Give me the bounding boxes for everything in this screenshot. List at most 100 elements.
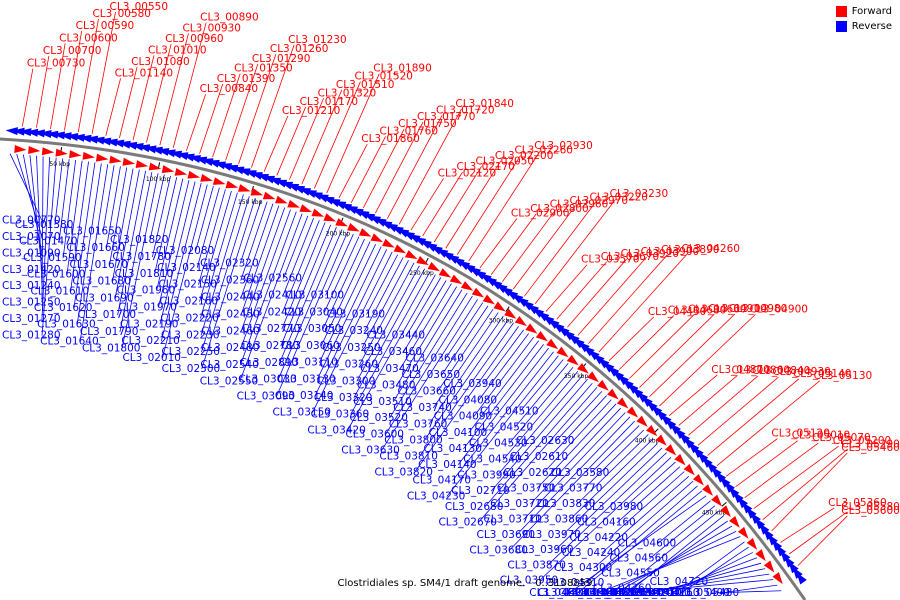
forward-gene-arrow-40 bbox=[504, 308, 517, 319]
reverse-gene-arrow-64 bbox=[402, 231, 416, 241]
reverse-gene-label-143: CL3_05260 bbox=[586, 587, 645, 599]
forward-gene-label-62: CL3_05070 bbox=[812, 432, 871, 444]
reverse-gene-label-95: CL3_04230 bbox=[407, 490, 466, 502]
reverse-gene-label-72: CL3_03440 bbox=[367, 330, 426, 342]
reverse-gene-label-53: CL3_02890 bbox=[240, 357, 299, 369]
forward-gene-arrow-43 bbox=[535, 330, 548, 342]
reverse-leader-24 bbox=[149, 174, 165, 241]
forward-gene-arrow-28 bbox=[370, 233, 384, 243]
reverse-gene-label-43: CL3_02450 bbox=[201, 308, 260, 320]
forward-leader-2 bbox=[50, 43, 66, 129]
reverse-gene-label-112: CL3_03580 bbox=[551, 467, 610, 479]
reverse-leader-57 bbox=[323, 236, 360, 313]
forward-gene-arrow-0 bbox=[14, 144, 27, 153]
forward-leader-lines bbox=[21, 11, 848, 567]
reverse-leader-69 bbox=[353, 268, 426, 399]
forward-gene-arrow-63 bbox=[729, 515, 740, 528]
reverse-leader-87 bbox=[414, 326, 519, 473]
reverse-gene-label-134: CL3_04670 bbox=[567, 587, 626, 599]
reverse-leader-109 bbox=[523, 412, 626, 520]
reverse-gene-label-127: CL3_04690 bbox=[529, 587, 588, 599]
reverse-leader-36 bbox=[200, 192, 238, 319]
reverse-gene-arrow-35 bbox=[231, 166, 245, 175]
reverse-gene-label-145: CL3_05490 bbox=[671, 587, 730, 599]
forward-gene-arrow-39 bbox=[493, 301, 506, 312]
reverse-leader-144 bbox=[720, 584, 778, 594]
reverse-gene-arrow-39 bbox=[256, 173, 269, 182]
forward-gene-label-42: CL3_03570 bbox=[581, 254, 640, 266]
forward-gene-label-17: CL3_01230 bbox=[288, 34, 347, 46]
forward-gene-label-24: CL3_01860 bbox=[361, 133, 420, 145]
reverse-gene-label-119: CL3_03950 bbox=[500, 574, 559, 586]
reverse-leader-30 bbox=[160, 182, 202, 342]
forward-gene-arrow-16 bbox=[225, 180, 239, 189]
reverse-gene-label-125: CL3_04310 bbox=[546, 577, 605, 589]
reverse-gene-label-140: CL3_05020 bbox=[614, 587, 673, 599]
forward-leader-64 bbox=[762, 449, 848, 521]
forward-gene-arrow-24 bbox=[323, 213, 337, 222]
reverse-leader-7 bbox=[41, 157, 57, 336]
reverse-gene-arrow-6 bbox=[45, 130, 59, 139]
reverse-gene-label-75: CL3_03480 bbox=[357, 379, 416, 391]
forward-gene-label-18: CL3_01210 bbox=[282, 105, 341, 117]
reverse-gene-label-83: CL3_03740 bbox=[393, 402, 452, 414]
reverse-gene-label-2: CL3_01090 bbox=[2, 247, 61, 259]
forward-gene-label-26: CL3_01750 bbox=[398, 118, 457, 130]
reverse-leader-111 bbox=[509, 420, 635, 551]
forward-leader-5 bbox=[91, 11, 116, 134]
reverse-gene-arrow-27 bbox=[182, 153, 195, 162]
reverse-gene-label-102: CL3_02680 bbox=[445, 501, 504, 513]
forward-gene-label-52: CL3_04980 bbox=[729, 303, 788, 315]
reverse-gene-arrow-54 bbox=[345, 205, 359, 215]
reverse-gene-label-67: CL3_03260 bbox=[320, 359, 379, 371]
reverse-gene-label-90: CL3_04090 bbox=[434, 411, 493, 423]
forward-gene-label-31: CL3_02170 bbox=[456, 161, 515, 173]
reverse-gene-label-85: CL3_03800 bbox=[384, 434, 443, 446]
reverse-gene-label-94: CL3_04170 bbox=[413, 475, 472, 487]
reverse-leader-76 bbox=[392, 289, 463, 403]
forward-leader-57 bbox=[697, 376, 779, 446]
forward-leader-36 bbox=[479, 218, 518, 269]
reverse-gene-arrow-12 bbox=[85, 135, 99, 144]
reverse-leader-32 bbox=[195, 185, 214, 251]
forward-gene-arrow-42 bbox=[525, 323, 538, 334]
forward-gene-label-13: CL3_01390 bbox=[217, 73, 276, 85]
reverse-gene-label-56: CL3_03100 bbox=[286, 289, 345, 301]
forward-gene-label-2: CL3_00600 bbox=[59, 32, 118, 44]
reverse-leader-40 bbox=[239, 199, 262, 264]
forward-leader-55 bbox=[678, 374, 738, 426]
forward-gene-arrow-1 bbox=[28, 146, 41, 154]
forward-leader-65 bbox=[771, 452, 848, 532]
reverse-gene-label-59: CL3_03060 bbox=[281, 340, 340, 352]
scale-tick-label-1: 100 kbp bbox=[146, 176, 171, 183]
forward-leader-35 bbox=[468, 150, 541, 262]
reverse-gene-label-33: CL3_02140 bbox=[157, 262, 216, 274]
forward-swatch bbox=[835, 6, 847, 17]
reverse-gene-arrow-33 bbox=[219, 163, 233, 171]
reverse-gene-arrow-49 bbox=[316, 194, 329, 203]
reverse-leader-112 bbox=[590, 425, 640, 474]
forward-leader-48 bbox=[608, 316, 655, 362]
forward-gene-arrow-36 bbox=[460, 281, 474, 291]
forward-gene-arrow-48 bbox=[587, 371, 599, 383]
reverse-leader-113 bbox=[583, 429, 645, 489]
forward-leader-54 bbox=[668, 374, 718, 416]
reverse-gene-arrow-2 bbox=[19, 128, 32, 137]
reverse-gene-label-103: CL3_02670 bbox=[438, 516, 497, 528]
reverse-leader-125 bbox=[585, 485, 698, 584]
forward-gene-arrow-54 bbox=[645, 424, 658, 437]
forward-gene-label-6: CL3_01140 bbox=[115, 67, 174, 79]
reverse-gene-arrow-60 bbox=[379, 220, 393, 230]
forward-gene-arrow-38 bbox=[482, 294, 495, 305]
reverse-gene-label-109: CL3_03710 bbox=[483, 514, 542, 526]
reverse-leader-lines bbox=[9, 153, 782, 594]
forward-gene-arrow-27 bbox=[358, 228, 372, 237]
reverse-leader-121 bbox=[616, 466, 681, 523]
forward-leader-29 bbox=[398, 108, 462, 225]
reverse-leader-63 bbox=[312, 251, 393, 413]
reverse-gene-label-32: CL3_02080 bbox=[156, 245, 215, 257]
reverse-gene-label-81: CL3_03650 bbox=[402, 369, 461, 381]
forward-gene-label-4: CL3_00580 bbox=[92, 8, 151, 20]
reverse-leader-128 bbox=[657, 500, 711, 544]
forward-gene-label-57: CL3_04930 bbox=[772, 366, 831, 378]
